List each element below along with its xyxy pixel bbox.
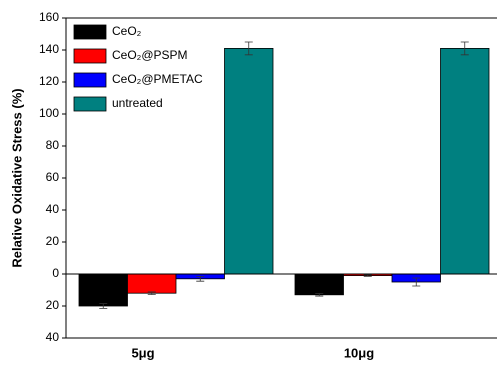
error-bar [412, 277, 421, 287]
legend-swatch [73, 24, 107, 40]
bar [440, 48, 490, 275]
x-tick-label: 5μg [131, 345, 154, 360]
bar [294, 273, 344, 296]
legend-label: untreated [112, 96, 163, 110]
plot-frame [65, 18, 497, 339]
error-bar [460, 41, 469, 56]
y-tick-label: 100 [39, 106, 59, 120]
error-bar [147, 291, 156, 295]
error-bar [99, 303, 108, 309]
bar [78, 273, 128, 307]
legend-swatch [73, 96, 107, 112]
legend-label: CeO₂ [112, 24, 142, 38]
y-tick-label: 120 [39, 74, 59, 88]
y-tick-label: 160 [39, 10, 59, 24]
error-bar [363, 274, 372, 277]
bar [224, 48, 274, 275]
legend-swatch [73, 72, 107, 88]
error-bar [244, 41, 253, 56]
legend-label: CeO₂@PMETAC [112, 72, 203, 86]
error-bar [196, 276, 205, 282]
y-tick-label: 80 [46, 138, 60, 152]
y-tick-label: 20 [46, 234, 60, 248]
legend-label: CeO₂@PSPM [112, 48, 188, 62]
y-axis-label: Relative Oxidative Stress (%) [9, 88, 24, 267]
bar [127, 273, 177, 294]
y-tick-label: 40 [46, 202, 60, 216]
y-tick-label: 40 [46, 330, 60, 344]
x-tick-label: 10μg [344, 345, 374, 360]
y-tick-label: 20 [46, 298, 60, 312]
y-tick-label: 140 [39, 42, 59, 56]
y-tick-label: 0 [52, 266, 59, 280]
error-bar [315, 293, 324, 297]
y-tick-label: 60 [46, 170, 60, 184]
legend-swatch [73, 48, 107, 64]
